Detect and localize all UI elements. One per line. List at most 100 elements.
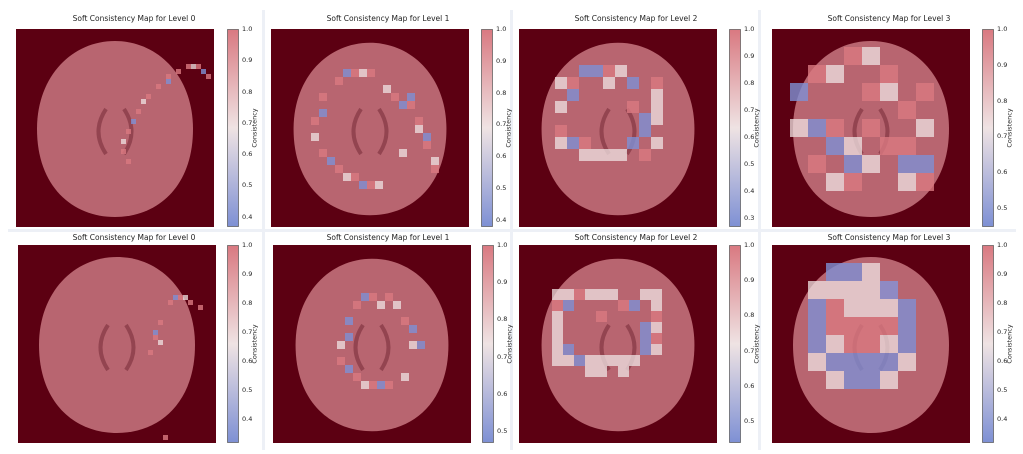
colorbar-tick-label: 0.9 — [497, 278, 508, 287]
patch-high-consistency — [319, 149, 327, 157]
colorbar-tick-label: 0.5 — [997, 204, 1008, 213]
consistency-heatmap — [16, 29, 214, 227]
colorbar-tick-label: 0.8 — [744, 311, 755, 320]
patch-low-consistency — [563, 300, 574, 311]
patch-mid-consistency — [880, 299, 898, 317]
patch-high-consistency — [385, 381, 393, 389]
colorbar-tick-label: 0.7 — [496, 120, 507, 129]
patch-low-consistency — [898, 155, 916, 173]
colorbar-tick-label: 1.0 — [242, 25, 253, 33]
colorbar-tick-label: 0.6 — [997, 168, 1008, 177]
patch-low-consistency — [343, 69, 351, 77]
patch-mid-consistency — [591, 149, 603, 161]
patch-mid-consistency — [651, 89, 663, 101]
consistency-patches — [552, 289, 662, 377]
colorbar-label: Consistency — [250, 324, 259, 364]
patch-low-consistency — [173, 295, 178, 300]
colorbar-tick-label: 0.6 — [242, 150, 253, 159]
colorbar-tick-label: 0.7 — [744, 105, 755, 114]
patch-mid-consistency — [826, 173, 844, 191]
patch-mid-consistency — [596, 355, 607, 366]
ventricle-shape — [96, 107, 134, 156]
colorbar-tick-label: 0.6 — [997, 356, 1008, 365]
patch-low-consistency — [423, 133, 431, 141]
patch-low-consistency — [808, 119, 826, 137]
patch-mid-consistency — [898, 353, 916, 371]
panel-bottom-level-2: Soft Consistency Map for Level 2 1.0 0.9 0… — [514, 233, 761, 449]
patch-mid-consistency — [651, 137, 663, 149]
patch-low-consistency — [345, 333, 353, 341]
patch-low-consistency — [153, 330, 158, 335]
patch-high-consistency — [423, 141, 431, 149]
colorbar-tick-label: 0.9 — [242, 269, 253, 278]
patch-low-consistency — [639, 125, 651, 137]
patch-low-consistency — [574, 355, 585, 366]
colorbar-gradient — [982, 29, 994, 227]
patch-high-consistency — [898, 137, 916, 155]
patch-low-consistency — [591, 65, 603, 77]
patch-low-consistency — [862, 371, 880, 389]
colorbar-label: Consistency — [752, 324, 761, 364]
colorbar-tick-label: 0.5 — [497, 426, 508, 435]
patch-high-consistency — [146, 94, 151, 99]
brain-slice — [295, 258, 449, 432]
patch-high-consistency — [844, 317, 862, 335]
patch-low-consistency — [409, 325, 417, 333]
colorbar — [729, 245, 741, 443]
consistency-heatmap — [772, 245, 970, 443]
patch-high-consistency — [916, 173, 934, 191]
patch-mid-consistency — [585, 366, 596, 377]
colorbar-tick-label: 0.8 — [242, 87, 253, 96]
patch-high-consistency — [407, 101, 415, 109]
colorbar-tick-label: 1.0 — [496, 25, 507, 33]
patch-high-consistency — [369, 293, 377, 301]
patch-mid-consistency — [826, 281, 844, 299]
patch-mid-consistency — [585, 289, 596, 300]
patch-low-consistency — [166, 79, 171, 84]
colorbar-tick-label: 0.9 — [496, 56, 507, 65]
panel-title: Soft Consistency Map for Level 2 — [574, 233, 698, 242]
patch-low-consistency — [627, 137, 639, 149]
patch-high-consistency — [401, 317, 409, 325]
patch-mid-consistency — [862, 263, 880, 281]
patch-mid-consistency — [615, 149, 627, 161]
patch-mid-consistency — [579, 149, 591, 161]
patch-mid-consistency — [431, 157, 439, 165]
patch-mid-consistency — [552, 333, 563, 344]
colorbar-tick-label: 0.5 — [242, 181, 253, 190]
patch-high-consistency — [385, 293, 393, 301]
patch-high-consistency — [158, 320, 163, 325]
patch-low-consistency — [201, 69, 206, 74]
colorbar — [982, 29, 994, 227]
patch-mid-consistency — [585, 355, 596, 366]
patch-high-consistency — [555, 125, 567, 137]
consistency-heatmap — [271, 29, 469, 227]
patch-low-consistency — [880, 281, 898, 299]
separator-horizontal — [8, 229, 1016, 232]
patch-mid-consistency — [844, 137, 862, 155]
colorbar-gradient — [982, 245, 994, 443]
colorbar-tick-label: 0.6 — [744, 381, 755, 390]
colorbar — [729, 29, 741, 227]
brain-slice — [293, 42, 447, 216]
patch-low-consistency — [808, 317, 826, 335]
patch-mid-consistency — [880, 335, 898, 353]
patch-high-consistency — [651, 311, 662, 322]
patch-high-consistency — [367, 181, 375, 189]
colorbar-gradient — [481, 29, 493, 227]
patch-low-consistency — [790, 83, 808, 101]
colorbar-tick-label: 0.7 — [242, 327, 253, 336]
patch-high-consistency — [579, 137, 591, 149]
colorbar-tick-label: 0.7 — [997, 132, 1008, 141]
patch-mid-consistency — [552, 289, 563, 300]
patch-mid-consistency — [651, 113, 663, 125]
panel-bottom-level-1: Soft Consistency Map for Level 1 1.0 0.9 0… — [266, 233, 514, 449]
colorbar-gradient — [227, 29, 239, 227]
patch-high-consistency — [353, 301, 361, 309]
panel-top-level-3: Soft Consistency Map for Level 3 1.0 0.9 0… — [762, 14, 1016, 230]
patch-low-consistency — [567, 89, 579, 101]
patch-high-consistency — [176, 69, 181, 74]
panel-title: Soft Consistency Map for Level 1 — [326, 233, 450, 242]
panel-title: Soft Consistency Map for Level 3 — [827, 233, 951, 242]
patch-mid-consistency — [651, 289, 662, 300]
